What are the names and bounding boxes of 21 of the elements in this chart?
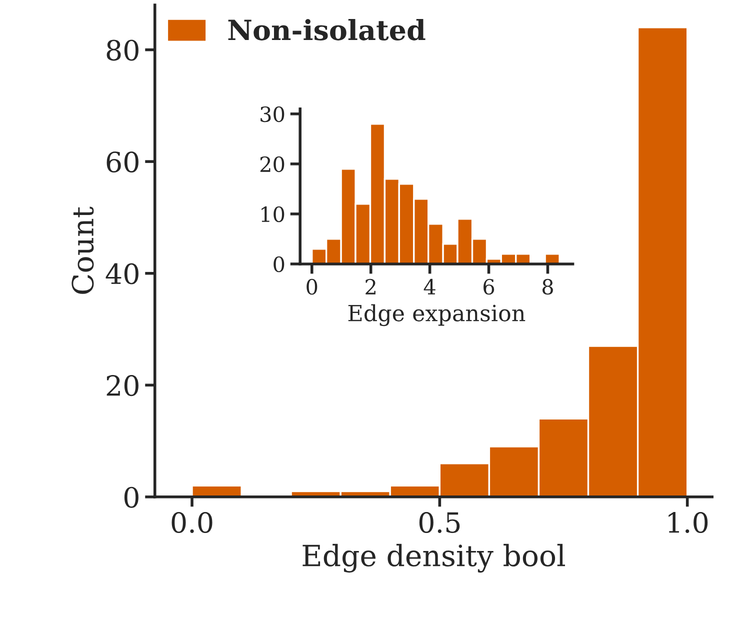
- x-tick-label: 6: [484, 278, 494, 295]
- y-tick-label: 80: [106, 40, 138, 61]
- x-axis-title: Edge expansion: [348, 304, 526, 326]
- x-tick-label: 0: [306, 278, 318, 295]
- x-axis-title: Edge density bool: [302, 544, 565, 573]
- y-tick-label: 40: [106, 263, 138, 284]
- y-tick-label: 60: [106, 151, 138, 173]
- x-tick-label: 8: [542, 278, 553, 295]
- y-axis-title: Count: [72, 206, 94, 294]
- y-tick-label: 0: [124, 486, 138, 508]
- y-tick-label: 0: [274, 256, 284, 272]
- legend-label: Non-isolated: [228, 18, 426, 40]
- x-tick-label: 4: [424, 278, 436, 294]
- x-tick-label: 0.5: [419, 512, 460, 533]
- y-tick-label: 20: [106, 375, 138, 396]
- x-tick-label: 0.0: [172, 512, 212, 533]
- y-tick-label: 10: [262, 206, 284, 222]
- y-tick-label: 30: [260, 106, 284, 122]
- x-tick-label: 2: [366, 278, 376, 294]
- y-tick-label: 20: [260, 156, 284, 172]
- x-tick-label: 1.0: [668, 512, 708, 533]
